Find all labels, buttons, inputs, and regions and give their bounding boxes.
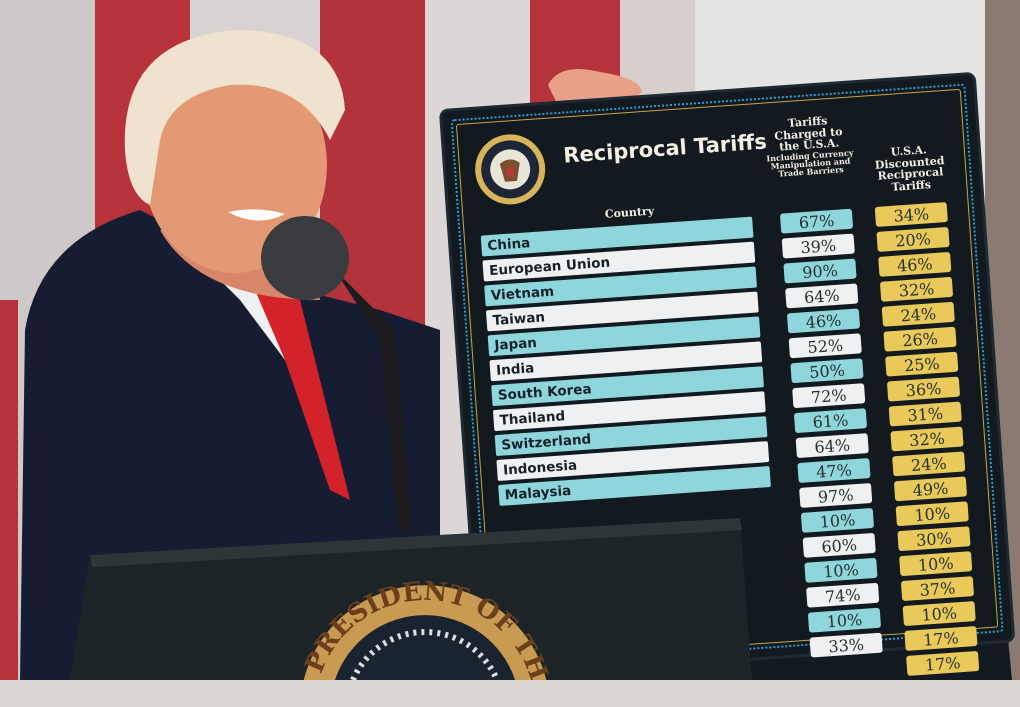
reciprocal-tariffs-board: Reciprocal Tariffs Country Tariffs Charg… bbox=[442, 74, 1013, 677]
presidential-seal-icon bbox=[475, 134, 546, 205]
microphone-icon bbox=[261, 216, 349, 300]
charged-header-text: Tariffs Charged to the U.S.A. bbox=[773, 114, 843, 154]
discounted-column-header: U.S.A. Discounted Reciprocal Tariffs bbox=[874, 143, 945, 194]
charged-column-header: Tariffs Charged to the U.S.A. Including … bbox=[761, 113, 857, 179]
